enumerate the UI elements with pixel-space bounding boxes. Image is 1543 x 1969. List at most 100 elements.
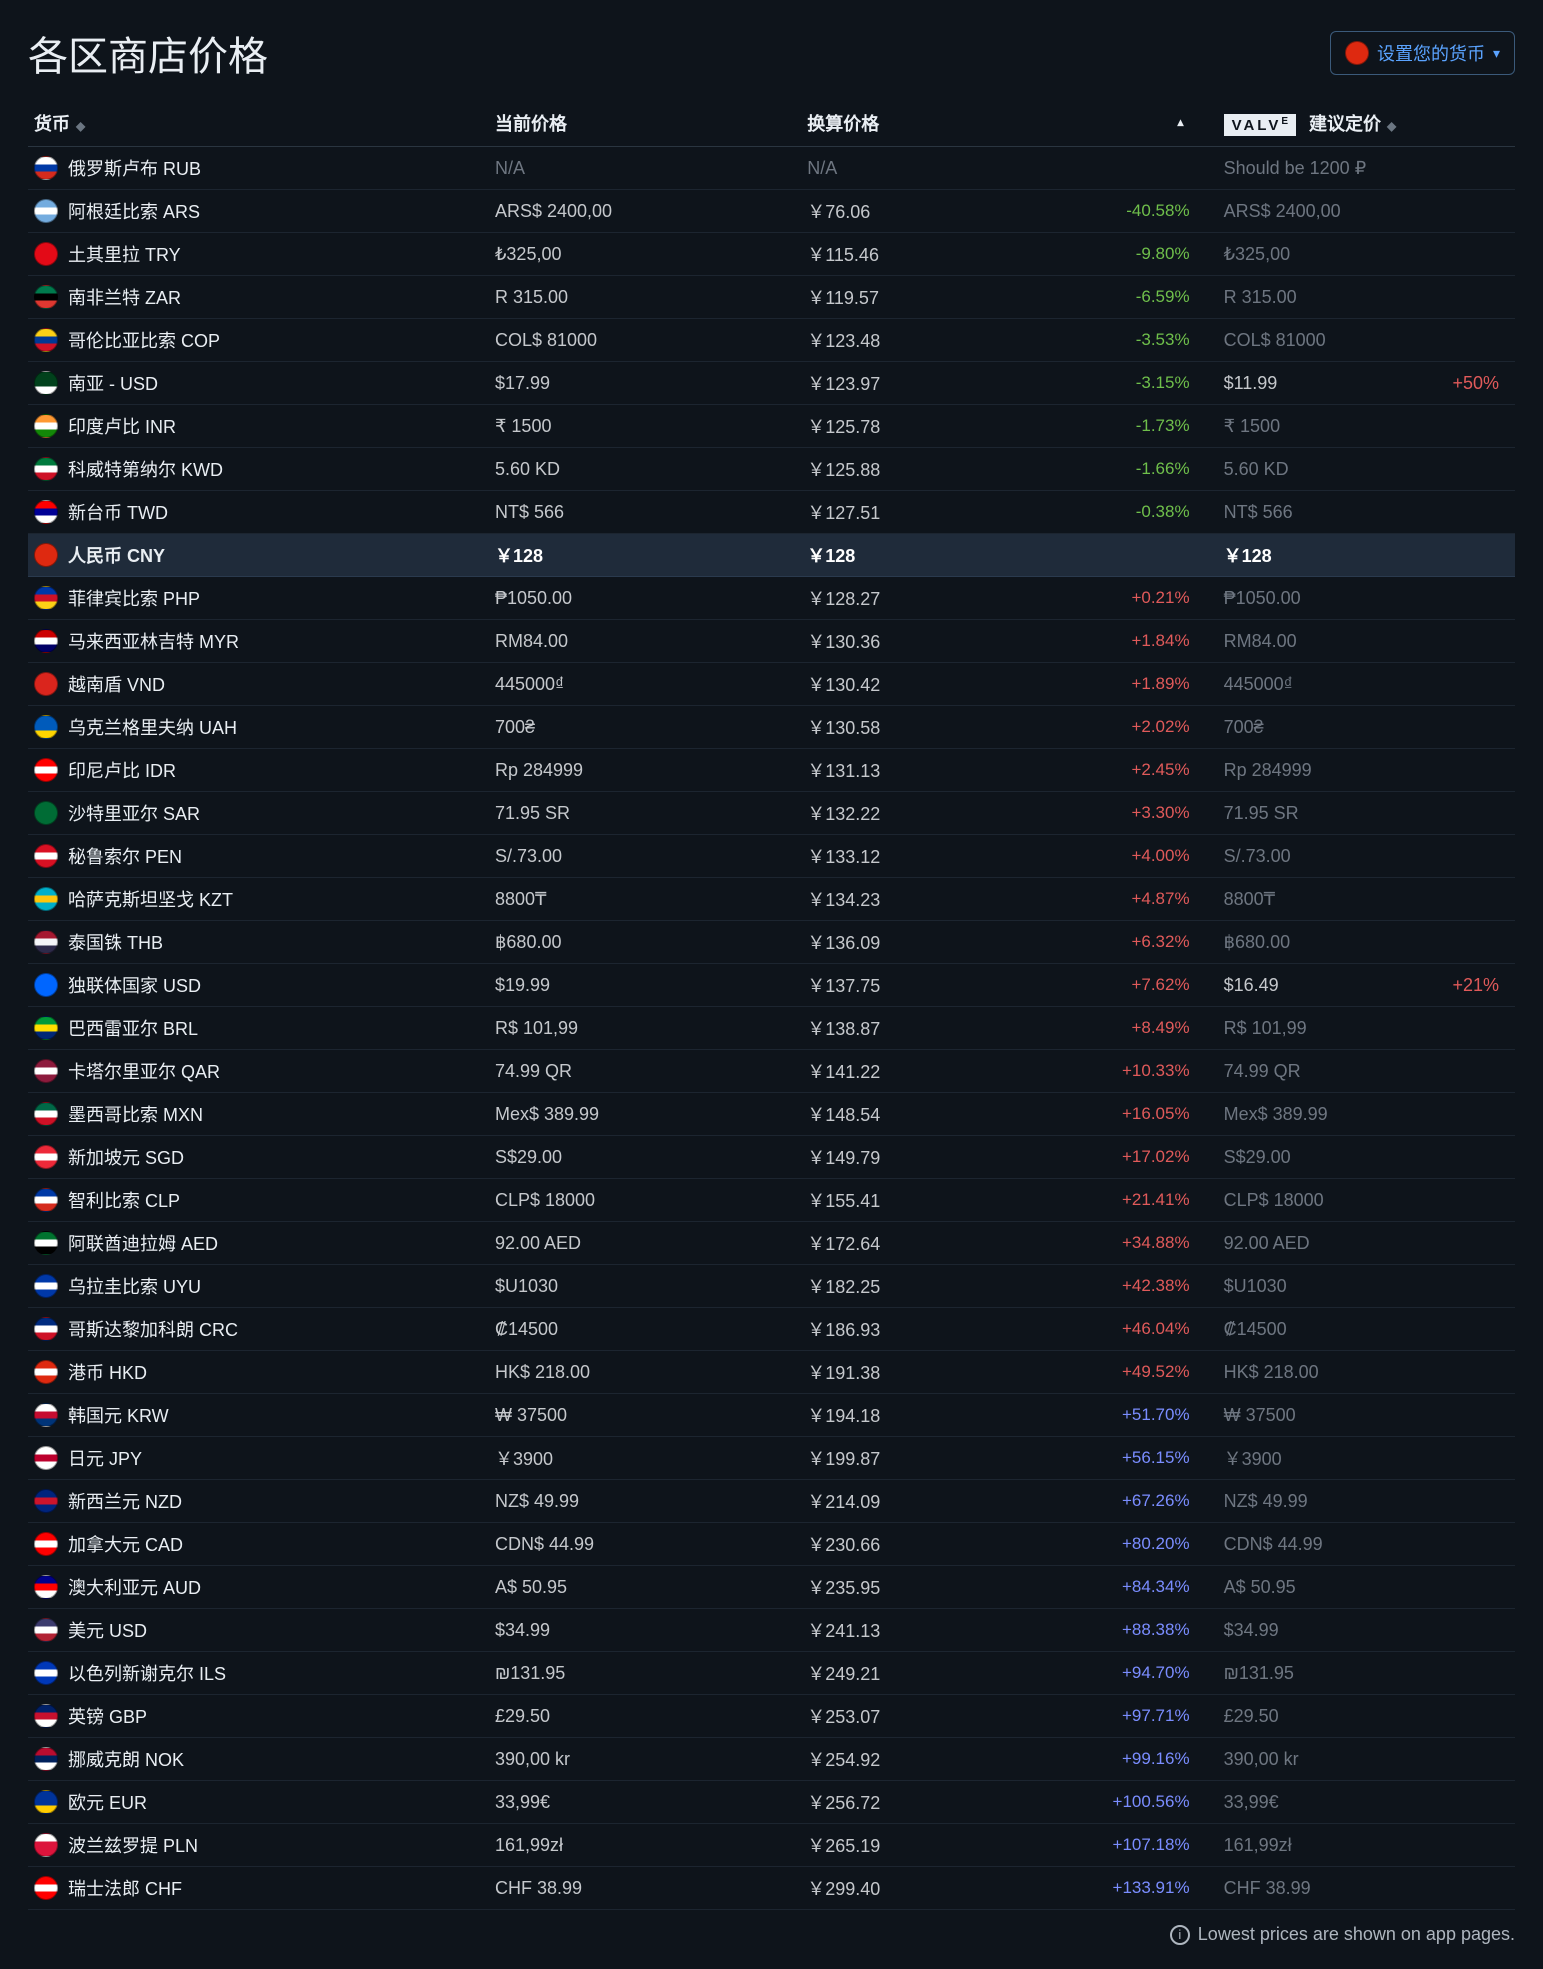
table-row[interactable]: 乌克兰格里夫纳 UAH700₴￥130.58+2.02%700₴: [28, 706, 1515, 749]
converted-price: ￥149.79: [801, 1136, 1039, 1179]
table-row[interactable]: 挪威克朗 NOK390,00 kr￥254.92+99.16%390,00 kr: [28, 1738, 1515, 1781]
table-row[interactable]: 独联体国家 USD$19.99￥137.75+7.62%$16.49+21%: [28, 964, 1515, 1007]
pct-change: -1.66%: [1039, 448, 1217, 491]
current-price: $17.99: [489, 362, 801, 405]
currency-name: 印尼卢比 IDR: [68, 757, 176, 783]
china-flag-icon: [1345, 41, 1369, 65]
table-row[interactable]: 南非兰特 ZARR 315.00￥119.57-6.59%R 315.00: [28, 276, 1515, 319]
col-header-current[interactable]: 当前价格: [489, 100, 801, 147]
table-row[interactable]: 阿联酋迪拉姆 AED92.00 AED￥172.64+34.88%92.00 A…: [28, 1222, 1515, 1265]
pct-change: +84.34%: [1039, 1566, 1217, 1609]
footer-note: Lowest prices are shown on app pages.: [1198, 1924, 1515, 1945]
table-row[interactable]: 泰国铢 THB฿680.00￥136.09+6.32%฿680.00: [28, 921, 1515, 964]
suggested-price: 390,00 kr: [1218, 1738, 1515, 1781]
flag-icon: [34, 758, 58, 782]
set-currency-label: 设置您的货币: [1377, 40, 1485, 66]
table-row[interactable]: 土其里拉 TRY₺325,00￥115.46-9.80%₺325,00: [28, 233, 1515, 276]
table-row[interactable]: 沙特里亚尔 SAR71.95 SR￥132.22+3.30%71.95 SR: [28, 792, 1515, 835]
current-price: ARS$ 2400,00: [489, 190, 801, 233]
table-row[interactable]: 智利比索 CLPCLP$ 18000￥155.41+21.41%CLP$ 180…: [28, 1179, 1515, 1222]
table-row[interactable]: 卡塔尔里亚尔 QAR74.99 QR￥141.22+10.33%74.99 QR: [28, 1050, 1515, 1093]
flag-icon: [34, 672, 58, 696]
pct-change: +0.21%: [1039, 577, 1217, 620]
converted-price: ￥155.41: [801, 1179, 1039, 1222]
table-row[interactable]: 英镑 GBP£29.50￥253.07+97.71%£29.50: [28, 1695, 1515, 1738]
table-row[interactable]: 科威特第纳尔 KWD5.60 KD￥125.88-1.66%5.60 KD: [28, 448, 1515, 491]
table-row[interactable]: 美元 USD$34.99￥241.13+88.38%$34.99: [28, 1609, 1515, 1652]
table-row[interactable]: 哥伦比亚比索 COPCOL$ 81000￥123.48-3.53%COL$ 81…: [28, 319, 1515, 362]
converted-price: ￥254.92: [801, 1738, 1039, 1781]
table-row[interactable]: 新台币 TWDNT$ 566￥127.51-0.38%NT$ 566: [28, 491, 1515, 534]
currency-name: 越南盾 VND: [68, 671, 165, 697]
suggested-price: ￥3900: [1218, 1437, 1515, 1480]
suggested-price: R 315.00: [1218, 276, 1515, 319]
flag-icon: [34, 414, 58, 438]
flag-icon: [34, 629, 58, 653]
col-header-currency[interactable]: 货币◆: [28, 100, 489, 147]
table-row[interactable]: 乌拉圭比索 UYU$U1030￥182.25+42.38%$U1030: [28, 1265, 1515, 1308]
currency-name: 挪威克朗 NOK: [68, 1746, 184, 1772]
current-price: R$ 101,99: [489, 1007, 801, 1050]
table-row[interactable]: 新西兰元 NZDNZ$ 49.99￥214.09+67.26%NZ$ 49.99: [28, 1480, 1515, 1523]
table-row[interactable]: 韩国元 KRW₩ 37500￥194.18+51.70%₩ 37500: [28, 1394, 1515, 1437]
current-price: 71.95 SR: [489, 792, 801, 835]
converted-price: ￥256.72: [801, 1781, 1039, 1824]
table-row[interactable]: 秘鲁索尔 PENS/.73.00￥133.12+4.00%S/.73.00: [28, 835, 1515, 878]
table-row[interactable]: 港币 HKDHK$ 218.00￥191.38+49.52%HK$ 218.00: [28, 1351, 1515, 1394]
col-header-valve[interactable]: VALVE 建议定价◆: [1218, 100, 1515, 147]
pct-change: +100.56%: [1039, 1781, 1217, 1824]
suggested-price: 33,99€: [1218, 1781, 1515, 1824]
table-row[interactable]: 以色列新谢克尔 ILS₪131.95￥249.21+94.70%₪131.95: [28, 1652, 1515, 1695]
page-title: 各区商店价格: [28, 24, 268, 82]
suggested-price: Mex$ 389.99: [1218, 1093, 1515, 1136]
current-price: HK$ 218.00: [489, 1351, 801, 1394]
set-currency-button[interactable]: 设置您的货币 ▾: [1330, 31, 1515, 75]
table-row[interactable]: 俄罗斯卢布 RUBN/AN/AShould be 1200 ₽: [28, 147, 1515, 190]
table-row[interactable]: 加拿大元 CADCDN$ 44.99￥230.66+80.20%CDN$ 44.…: [28, 1523, 1515, 1566]
table-row[interactable]: 阿根廷比索 ARSARS$ 2400,00￥76.06-40.58%ARS$ 2…: [28, 190, 1515, 233]
currency-name: 人民币 CNY: [68, 542, 165, 568]
currency-name: 菲律宾比索 PHP: [68, 585, 200, 611]
table-row[interactable]: 哥斯达黎加科朗 CRC₡14500￥186.93+46.04%₡14500: [28, 1308, 1515, 1351]
suggested-price: ₱1050.00: [1218, 577, 1515, 620]
col-header-converted[interactable]: 换算价格 ▴: [801, 100, 1217, 147]
pct-change: +34.88%: [1039, 1222, 1217, 1265]
table-row[interactable]: 澳大利亚元 AUDA$ 50.95￥235.95+84.34%A$ 50.95: [28, 1566, 1515, 1609]
current-price: ₩ 37500: [489, 1394, 801, 1437]
current-price: 92.00 AED: [489, 1222, 801, 1265]
table-row[interactable]: 印度卢比 INR₹ 1500￥125.78-1.73%₹ 1500: [28, 405, 1515, 448]
currency-name: 以色列新谢克尔 ILS: [68, 1660, 226, 1686]
converted-price: ￥138.87: [801, 1007, 1039, 1050]
converted-price: ￥182.25: [801, 1265, 1039, 1308]
current-price: £29.50: [489, 1695, 801, 1738]
table-row[interactable]: 南亚 - USD$17.99￥123.97-3.15%$11.99+50%: [28, 362, 1515, 405]
table-row[interactable]: 哈萨克斯坦坚戈 KZT8800₸￥134.23+4.87%8800₸: [28, 878, 1515, 921]
current-price: 74.99 QR: [489, 1050, 801, 1093]
flag-icon: [34, 844, 58, 868]
pct-change: +67.26%: [1039, 1480, 1217, 1523]
table-row[interactable]: 瑞士法郎 CHFCHF 38.99￥299.40+133.91%CHF 38.9…: [28, 1867, 1515, 1910]
table-row[interactable]: 巴西雷亚尔 BRLR$ 101,99￥138.87+8.49%R$ 101,99: [28, 1007, 1515, 1050]
table-row[interactable]: 新加坡元 SGDS$29.00￥149.79+17.02%S$29.00: [28, 1136, 1515, 1179]
suggested-price: 161,99zł: [1218, 1824, 1515, 1867]
table-row[interactable]: 印尼卢比 IDRRp 284999￥131.13+2.45%Rp 284999: [28, 749, 1515, 792]
flag-icon: [34, 1059, 58, 1083]
table-row[interactable]: 墨西哥比索 MXNMex$ 389.99￥148.54+16.05%Mex$ 3…: [28, 1093, 1515, 1136]
table-row[interactable]: 人民币 CNY￥128￥128￥128: [28, 534, 1515, 577]
flag-icon: [34, 1317, 58, 1341]
table-row[interactable]: 日元 JPY￥3900￥199.87+56.15%￥3900: [28, 1437, 1515, 1480]
table-row[interactable]: 越南盾 VND445000₫￥130.42+1.89%445000₫: [28, 663, 1515, 706]
table-row[interactable]: 波兰兹罗提 PLN161,99zł￥265.19+107.18%161,99zł: [28, 1824, 1515, 1867]
currency-name: 智利比索 CLP: [68, 1187, 180, 1213]
suggested-price: $U1030: [1218, 1265, 1515, 1308]
converted-price: ￥130.36: [801, 620, 1039, 663]
current-price: RM84.00: [489, 620, 801, 663]
table-row[interactable]: 欧元 EUR33,99€￥256.72+100.56%33,99€: [28, 1781, 1515, 1824]
current-price: CLP$ 18000: [489, 1179, 801, 1222]
converted-price: ￥119.57: [801, 276, 1039, 319]
table-row[interactable]: 菲律宾比索 PHP₱1050.00￥128.27+0.21%₱1050.00: [28, 577, 1515, 620]
table-row[interactable]: 马来西亚林吉特 MYRRM84.00￥130.36+1.84%RM84.00: [28, 620, 1515, 663]
suggested-price: Rp 284999: [1218, 749, 1515, 792]
pct-change: +16.05%: [1039, 1093, 1217, 1136]
flag-icon: [34, 801, 58, 825]
